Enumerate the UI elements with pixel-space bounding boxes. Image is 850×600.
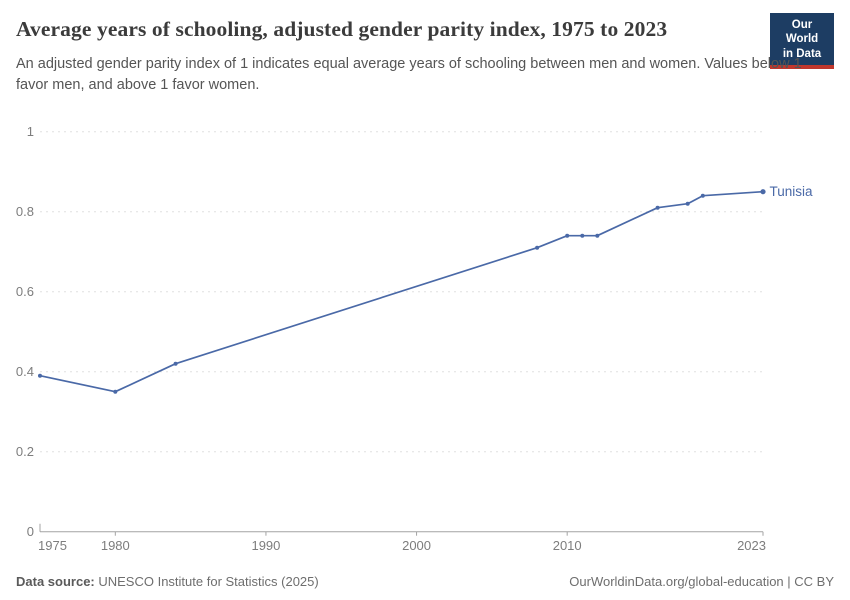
- data-point-tunisia-2008: [535, 245, 540, 250]
- data-point-tunisia-1984: [173, 361, 178, 366]
- data-point-tunisia-2016: [655, 205, 660, 210]
- credit-line: OurWorldinData.org/global-education | CC…: [569, 574, 834, 589]
- data-point-tunisia-2023: [760, 189, 766, 195]
- chart-footer: Data source: UNESCO Institute for Statis…: [16, 574, 834, 589]
- x-axis-label-2010: 2010: [553, 538, 582, 553]
- data-point-tunisia-2019: [700, 193, 705, 198]
- y-axis-label-1: 1: [27, 124, 34, 139]
- data-source-label: Data source:: [16, 574, 95, 589]
- y-axis-label-0.2: 0.2: [16, 444, 34, 459]
- x-axis-label-1990: 1990: [251, 538, 280, 553]
- chart-header: Average years of schooling, adjusted gen…: [0, 0, 850, 96]
- owid-logo-line2: in Data: [782, 47, 822, 60]
- data-source-text: UNESCO Institute for Statistics (2025): [94, 574, 319, 589]
- chart-subtitle: An adjusted gender parity index of 1 ind…: [16, 55, 802, 93]
- data-point-tunisia-1980: [113, 389, 118, 394]
- y-axis-label-0.8: 0.8: [16, 204, 34, 219]
- data-source: Data source: UNESCO Institute for Statis…: [16, 574, 319, 589]
- data-point-tunisia-2012: [595, 233, 600, 238]
- data-point-tunisia-2010: [565, 233, 570, 238]
- x-axis-label-1980: 1980: [101, 538, 130, 553]
- y-axis-label-0: 0: [27, 524, 34, 539]
- chart-title: Average years of schooling, adjusted gen…: [16, 17, 668, 41]
- data-point-tunisia-1975: [38, 373, 42, 378]
- y-axis-label-0.6: 0.6: [16, 284, 34, 299]
- x-axis-label-2023: 2023: [737, 538, 766, 553]
- series-label-tunisia[interactable]: Tunisia: [770, 184, 814, 199]
- y-axis-label-0.4: 0.4: [16, 364, 34, 379]
- data-point-tunisia-2018: [685, 201, 690, 206]
- data-point-tunisia-2011: [580, 233, 585, 238]
- x-axis-label-2000: 2000: [402, 538, 431, 553]
- x-axis-label-1975: 1975: [38, 538, 67, 553]
- owid-logo-line1: Our World: [785, 19, 819, 46]
- owid-logo[interactable]: Our World in Data: [770, 13, 834, 70]
